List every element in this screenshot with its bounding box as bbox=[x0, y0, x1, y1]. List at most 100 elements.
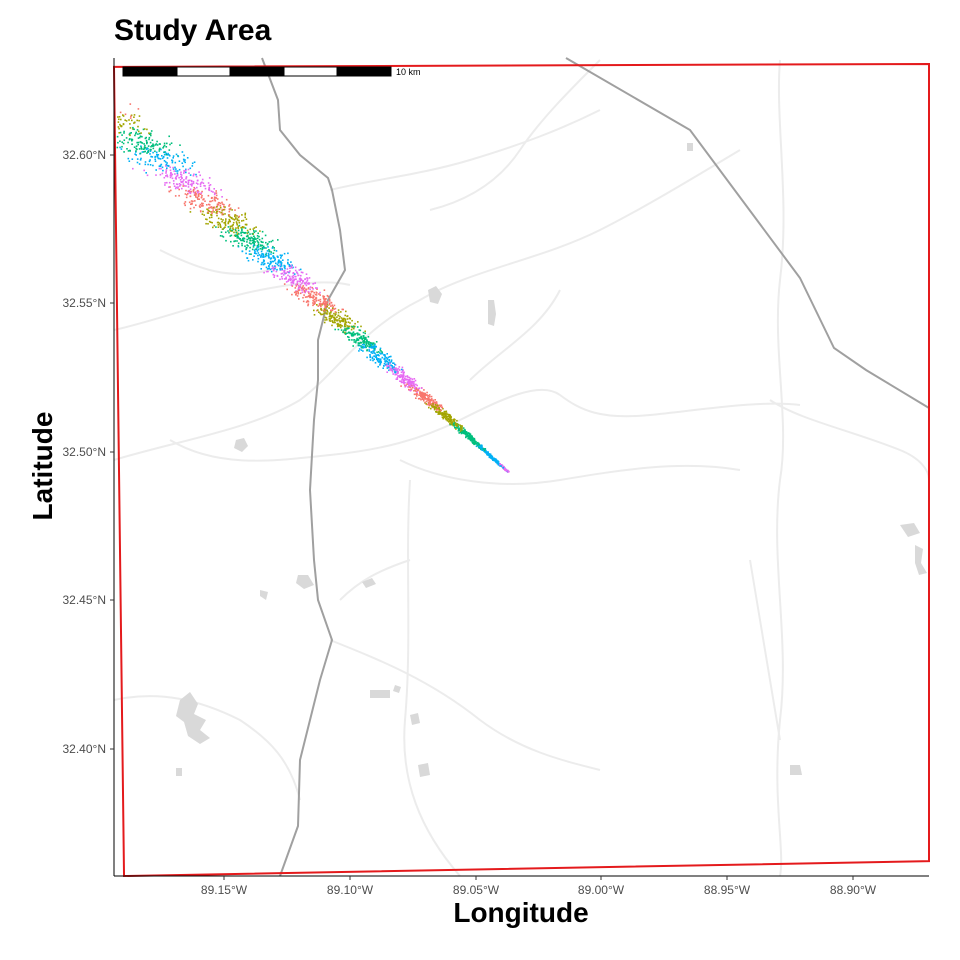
plume-point bbox=[329, 318, 332, 320]
y-axis-ticks bbox=[110, 154, 114, 750]
plume-point bbox=[215, 209, 217, 211]
plume-point bbox=[241, 231, 244, 234]
plume-point bbox=[413, 393, 416, 396]
plume-point bbox=[221, 212, 224, 215]
plume-point bbox=[184, 201, 187, 203]
plume-point bbox=[492, 457, 495, 460]
plume-point bbox=[429, 402, 431, 404]
plume-point bbox=[125, 137, 128, 139]
plume-point bbox=[262, 241, 264, 244]
plume-point bbox=[457, 425, 459, 428]
plume-point bbox=[292, 274, 295, 277]
plume-point bbox=[410, 382, 412, 384]
plume-point bbox=[181, 177, 183, 180]
plume-point bbox=[299, 284, 302, 286]
plume-point bbox=[299, 277, 301, 280]
plume-point bbox=[484, 449, 486, 452]
plume-point bbox=[450, 416, 452, 418]
plume-point bbox=[324, 309, 326, 312]
plume-point bbox=[395, 369, 397, 371]
plume-point bbox=[298, 298, 300, 300]
plume-point bbox=[233, 219, 236, 221]
plume-point bbox=[374, 362, 377, 364]
plume-point bbox=[328, 300, 331, 302]
plume-point bbox=[290, 264, 292, 267]
plume-point bbox=[480, 448, 482, 451]
plume-point bbox=[221, 203, 224, 205]
plume-point bbox=[224, 220, 227, 222]
plume-point bbox=[122, 115, 125, 117]
plume-point bbox=[144, 161, 147, 163]
plume-point bbox=[117, 126, 120, 128]
plume-point bbox=[169, 169, 172, 172]
plume-point bbox=[237, 226, 239, 229]
plume-point bbox=[251, 233, 254, 235]
x-axis-title: Longitude bbox=[453, 897, 588, 928]
plume-point bbox=[254, 250, 256, 253]
plume-point bbox=[396, 378, 399, 380]
plume-point bbox=[139, 135, 142, 137]
plume-point bbox=[129, 134, 131, 137]
plume-point bbox=[228, 218, 231, 221]
plume-point bbox=[428, 403, 430, 406]
plume-point bbox=[189, 207, 192, 210]
plume-point bbox=[458, 429, 461, 432]
plume-point bbox=[283, 266, 286, 268]
plume-point bbox=[503, 465, 505, 468]
plume-point bbox=[409, 378, 411, 381]
plume-point bbox=[276, 255, 279, 258]
plume-point bbox=[409, 383, 412, 385]
plume-point bbox=[215, 194, 218, 197]
plume-point bbox=[232, 218, 234, 220]
plume-point bbox=[438, 413, 441, 415]
plume-point bbox=[172, 157, 174, 159]
plume-point bbox=[476, 443, 478, 445]
plume-point bbox=[486, 453, 488, 456]
plume-point bbox=[322, 301, 325, 304]
plume-point bbox=[230, 240, 232, 243]
plume-point bbox=[436, 405, 439, 407]
plume-point bbox=[334, 311, 337, 313]
plume-point bbox=[485, 450, 487, 452]
plume-point bbox=[139, 152, 142, 155]
plume-point bbox=[194, 192, 197, 195]
plume-point bbox=[348, 336, 350, 339]
plume-point bbox=[317, 305, 320, 307]
plume-point bbox=[135, 151, 137, 153]
plume-point bbox=[370, 351, 373, 353]
plume-point bbox=[319, 294, 321, 296]
plume-point bbox=[460, 432, 463, 435]
plume-point bbox=[454, 423, 456, 426]
plume-point bbox=[183, 154, 185, 157]
plume-point bbox=[267, 270, 269, 273]
plume-point bbox=[416, 388, 418, 391]
x-axis-ticks bbox=[223, 876, 854, 880]
plume-point bbox=[154, 160, 157, 162]
plume-point bbox=[323, 300, 325, 302]
plume-point bbox=[308, 292, 310, 294]
plume-point bbox=[241, 220, 243, 222]
plume-point bbox=[267, 262, 269, 264]
plume-point bbox=[190, 203, 192, 205]
plume-point bbox=[281, 254, 283, 257]
plume-point bbox=[128, 119, 130, 121]
plume-point bbox=[402, 381, 405, 384]
plume-point bbox=[331, 320, 334, 322]
plume-point bbox=[338, 323, 340, 326]
plume-point bbox=[273, 257, 276, 259]
plume-point bbox=[311, 296, 314, 299]
plume-point bbox=[117, 141, 119, 144]
plume-point bbox=[420, 398, 422, 401]
plume-point bbox=[227, 230, 229, 232]
plume-point bbox=[320, 313, 322, 315]
plume-point bbox=[448, 415, 451, 418]
plume-point bbox=[208, 210, 211, 212]
plume-point bbox=[152, 143, 154, 145]
plume-point bbox=[209, 184, 212, 186]
plume-point bbox=[166, 164, 168, 167]
plume-point bbox=[337, 314, 340, 317]
plume-point bbox=[307, 287, 310, 290]
plume-point bbox=[331, 324, 333, 327]
plume-point bbox=[441, 416, 444, 418]
plume-point bbox=[388, 356, 391, 358]
